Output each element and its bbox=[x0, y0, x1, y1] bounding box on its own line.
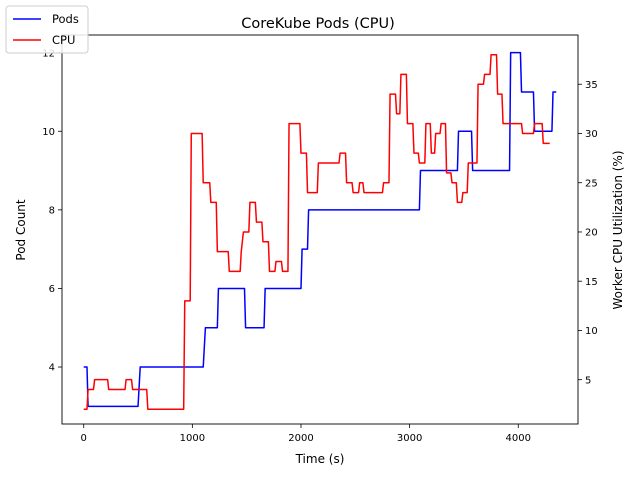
right-y-axis: 5 10 15 20 25 30 35 bbox=[578, 80, 598, 386]
legend-label-pods: Pods bbox=[52, 12, 79, 26]
series-layer bbox=[83, 51, 557, 410]
plot-frame bbox=[61, 34, 579, 425]
left-y-tick-label: 4 bbox=[49, 363, 55, 374]
x-tick-label: 2000 bbox=[288, 433, 313, 444]
left-y-tick-label: 8 bbox=[49, 205, 55, 216]
x-axis-label: Time (s) bbox=[295, 452, 345, 466]
right-y-tick-label: 15 bbox=[585, 277, 598, 288]
x-axis: 0 1000 2000 3000 4000 bbox=[81, 424, 531, 444]
right-y-tick-label: 10 bbox=[585, 326, 598, 337]
left-y-tick-label: 10 bbox=[42, 127, 55, 138]
right-y-tick-label: 5 bbox=[585, 375, 591, 386]
x-tick-label: 1000 bbox=[180, 433, 205, 444]
x-tick-label: 4000 bbox=[506, 433, 531, 444]
left-y-tick-label: 6 bbox=[49, 284, 55, 295]
right-y-tick-label: 35 bbox=[585, 80, 598, 91]
legend: Pods CPU bbox=[5, 5, 89, 54]
left-y-tick-label: 12 bbox=[42, 48, 55, 59]
legend-label-cpu: CPU bbox=[52, 33, 75, 47]
chart-title: CoreKube Pods (CPU) bbox=[241, 16, 395, 32]
series-line-cpu bbox=[83, 53, 550, 410]
left-y-axis: 4 6 8 10 12 bbox=[42, 48, 62, 374]
series-line-pods bbox=[83, 51, 557, 408]
right-y-tick-label: 30 bbox=[585, 129, 598, 140]
left-y-axis-label: Pod Count bbox=[14, 199, 28, 261]
legend-box bbox=[5, 5, 89, 54]
right-y-tick-label: 20 bbox=[585, 228, 598, 239]
x-tick-label: 0 bbox=[81, 433, 87, 444]
x-tick-label: 3000 bbox=[397, 433, 422, 444]
right-y-axis-label: Worker CPU Utilization (%) bbox=[611, 150, 625, 309]
right-y-tick-label: 25 bbox=[585, 178, 598, 189]
